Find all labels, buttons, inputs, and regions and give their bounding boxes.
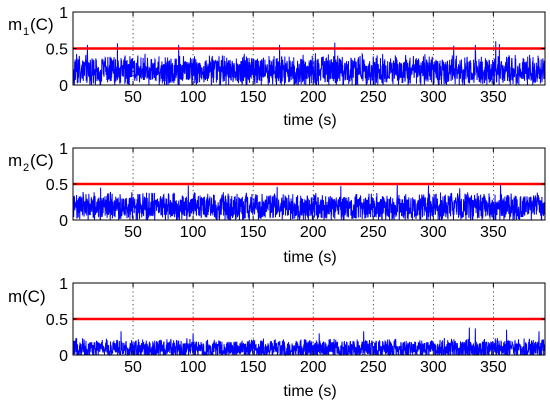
y-axis-label-sub-2: 2 [23,162,29,174]
y-axis-label-main-2: m [8,151,22,170]
x-tick-label-2-4: 250 [360,224,387,241]
x-tick-label-1-0: 50 [124,89,142,106]
y-tick-label-1-2: 1 [59,5,68,22]
y-axis-label-1: m 1 (C) [8,15,54,38]
subplot-1: m 1 (C) time (s) 50 100 150 200 250 300 350 0 0.… [8,5,546,129]
x-axis-label-1: time (s) [283,112,336,129]
x-tick-label-1-6: 350 [480,89,507,106]
x-tick-label-3-1: 100 [180,359,207,376]
y-tick-label-3-0: 0 [59,348,68,365]
y-axis-label-suffix-3: (C) [22,287,46,306]
y-tick-label-3-2: 1 [59,276,68,293]
x-axis-label-3: time (s) [283,383,336,400]
y-axis-label-2: m 2 (C) [8,151,54,174]
y-axis-label-main-3: m [8,287,22,306]
y-axis-label-main-1: m [8,15,22,34]
y-tick-label-2-2: 1 [59,141,68,158]
x-tick-label-1-3: 200 [300,89,327,106]
y-axis-label-sub-1: 1 [23,26,29,38]
x-tick-label-1-5: 300 [420,89,447,106]
series-line-2-0 [72,183,546,221]
x-tick-label-2-0: 50 [124,224,142,241]
x-tick-label-3-3: 200 [300,359,327,376]
x-tick-label-1-2: 150 [240,89,267,106]
x-axis-label-2: time (s) [283,249,336,266]
x-tick-label-3-6: 350 [480,359,507,376]
subplot-2: m 2 (C) time (s) 50 100 150 200 250 300 350 0 0.… [8,141,546,266]
x-tick-label-2-5: 300 [420,224,447,241]
y-axis-label-suffix-1: (C) [30,15,54,34]
x-tick-label-3-5: 300 [420,359,447,376]
y-tick-label-2-0: 0 [59,213,68,230]
y-tick-label-3-1: 0.5 [46,312,68,329]
y-tick-label-1-0: 0 [59,78,68,95]
x-tick-label-1-4: 250 [360,89,387,106]
x-axis-label-2-wrap: time (s) [283,249,336,266]
subplot-3: m (C) time (s) 50 100 150 200 250 300 350 0 0.5 1 [8,276,546,400]
x-tick-label-3-2: 150 [240,359,267,376]
y-axis-label-3: m (C) [8,287,46,306]
x-tick-label-3-0: 50 [124,359,142,376]
x-tick-label-3-4: 250 [360,359,387,376]
series-line-3-0 [72,327,546,357]
series-line-1-0 [72,41,546,87]
x-axis-label-3-wrap: time (s) [283,383,336,400]
x-tick-label-2-6: 350 [480,224,507,241]
x-tick-label-1-1: 100 [180,89,207,106]
x-axis-label-1-wrap: time (s) [283,112,336,129]
x-tick-label-2-1: 100 [180,224,207,241]
y-axis-label-suffix-2: (C) [30,151,54,170]
x-tick-label-2-2: 150 [240,224,267,241]
x-tick-label-2-3: 200 [300,224,327,241]
y-tick-label-2-1: 0.5 [46,177,68,194]
y-tick-label-1-1: 0.5 [46,42,68,59]
